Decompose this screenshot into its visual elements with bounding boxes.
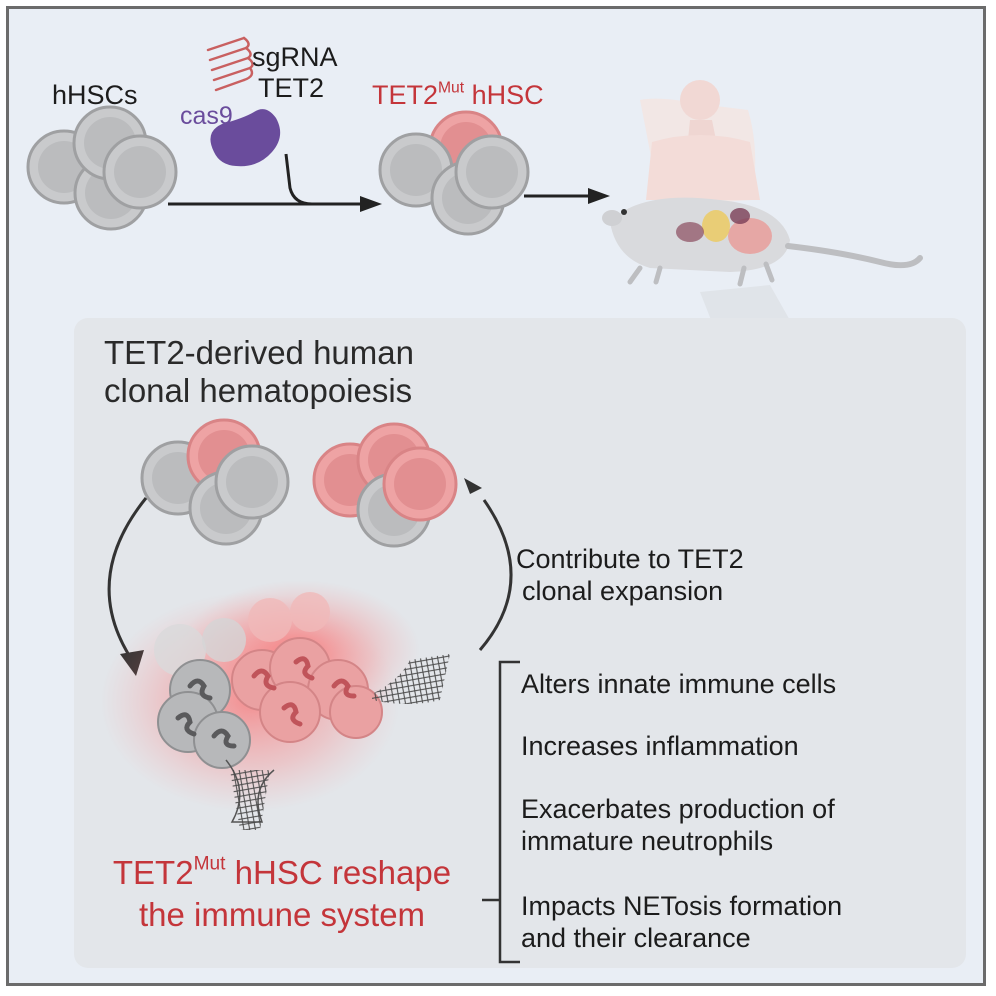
arrow-up-curve [478, 499, 513, 651]
arrow-down-curve [107, 497, 148, 661]
label-reshape: TET2Mut hHSC reshape the immune system [84, 852, 480, 936]
label-sgrna: sgRNA [252, 42, 338, 72]
label-tet2mut-hhsc: TET2Mut hHSC [372, 79, 544, 110]
label-hhscs: hHSCs [52, 80, 138, 110]
effect-4: Impacts NETosis formation and their clea… [521, 891, 843, 953]
label-contribute: Contribute to TET2 clonal expansion [516, 543, 744, 607]
immune-cells-illustration [100, 580, 450, 830]
reshape-line1: TET2Mut hHSC reshape [112, 853, 452, 891]
hhsc-cluster-top [26, 105, 178, 231]
mixed-cluster [140, 418, 290, 546]
label-cas9: cas9 [180, 102, 233, 130]
contribute-line2: clonal expansion [522, 576, 724, 606]
panel-title-line1: TET2-derived human [104, 334, 414, 371]
cas9-icon [210, 109, 281, 167]
label-tet2-target: TET2 [258, 73, 325, 103]
panel-title: TET2-derived human clonal hematopoiesis [104, 334, 414, 410]
reshape-line2: the immune system [138, 896, 426, 933]
effect-3: Exacerbates production of immature neutr… [521, 794, 835, 856]
effect-1: Alters innate immune cells [521, 669, 837, 699]
humanized-mouse-icon [602, 80, 923, 287]
sgrna-icon [206, 36, 254, 92]
panel-title-line2: clonal hematopoiesis [104, 372, 413, 409]
expanded-mutant-cluster [312, 422, 458, 548]
tet2mut-cluster-top [378, 110, 530, 236]
contribute-line1: Contribute to TET2 [516, 544, 744, 574]
effect-2: Increases inflammation [521, 731, 799, 761]
effects-bracket [482, 660, 520, 964]
